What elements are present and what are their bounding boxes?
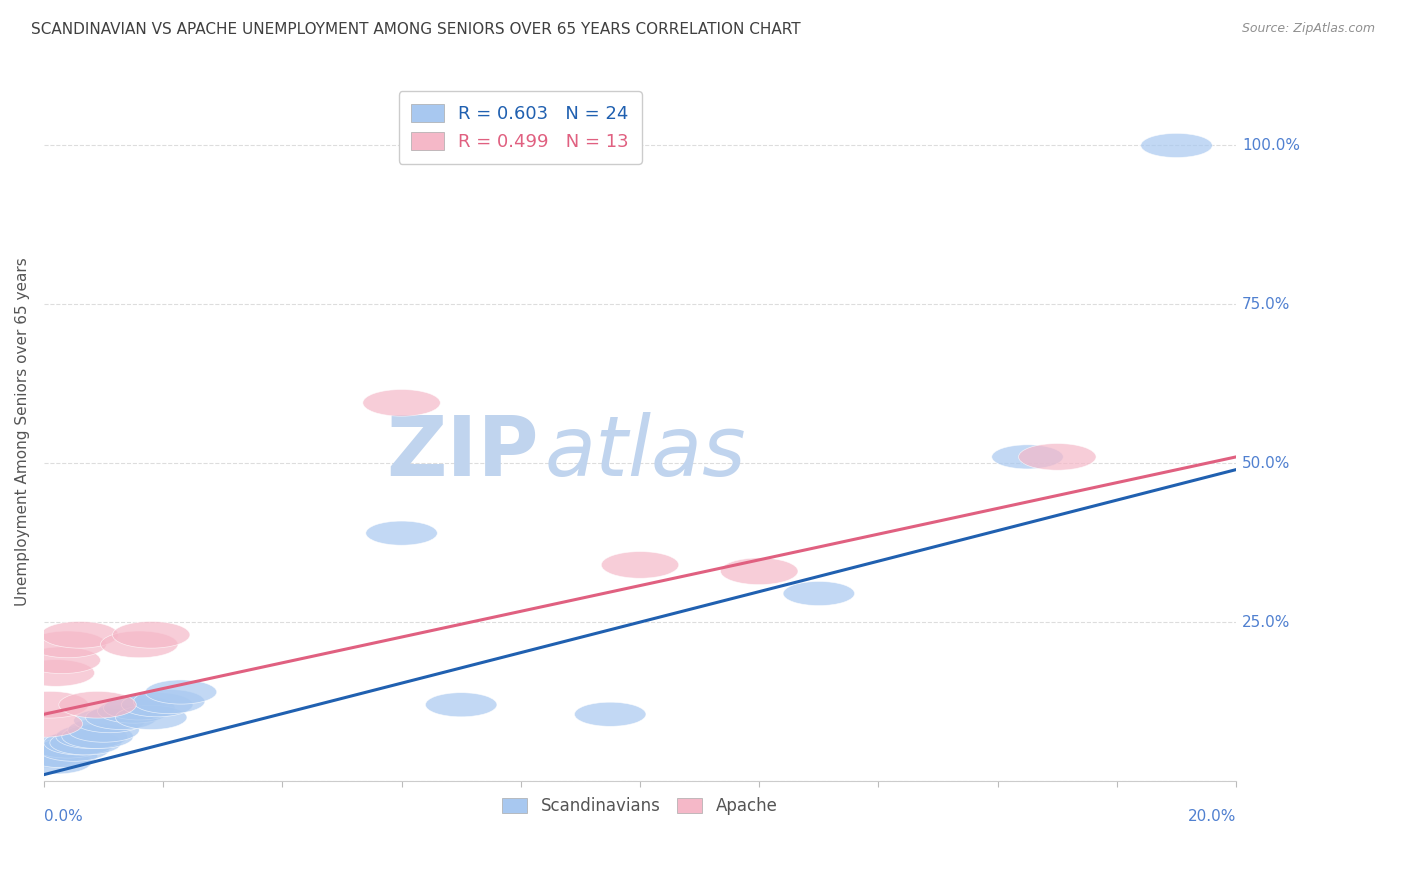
Ellipse shape [145, 680, 217, 704]
Ellipse shape [783, 582, 855, 606]
Text: 25.0%: 25.0% [1241, 615, 1291, 630]
Text: ZIP: ZIP [387, 412, 538, 493]
Ellipse shape [41, 622, 118, 648]
Ellipse shape [121, 693, 193, 717]
Ellipse shape [991, 445, 1063, 469]
Ellipse shape [22, 647, 100, 673]
Ellipse shape [6, 710, 83, 737]
Text: SCANDINAVIAN VS APACHE UNEMPLOYMENT AMONG SENIORS OVER 65 YEARS CORRELATION CHAR: SCANDINAVIAN VS APACHE UNEMPLOYMENT AMON… [31, 22, 800, 37]
Ellipse shape [11, 691, 89, 718]
Ellipse shape [112, 622, 190, 648]
Text: 75.0%: 75.0% [1241, 297, 1291, 312]
Text: atlas: atlas [544, 412, 747, 493]
Text: 20.0%: 20.0% [1188, 809, 1236, 824]
Ellipse shape [1140, 134, 1212, 158]
Ellipse shape [602, 551, 679, 578]
Ellipse shape [30, 631, 107, 657]
Ellipse shape [49, 731, 121, 755]
Ellipse shape [25, 744, 97, 768]
Ellipse shape [575, 702, 645, 726]
Ellipse shape [44, 731, 115, 755]
Y-axis label: Unemployment Among Seniors over 65 years: Unemployment Among Seniors over 65 years [15, 257, 30, 606]
Ellipse shape [363, 390, 440, 417]
Text: 50.0%: 50.0% [1241, 456, 1291, 471]
Text: 100.0%: 100.0% [1241, 138, 1301, 153]
Text: Source: ZipAtlas.com: Source: ZipAtlas.com [1241, 22, 1375, 36]
Ellipse shape [426, 693, 496, 717]
Ellipse shape [134, 690, 205, 714]
Ellipse shape [32, 734, 104, 758]
Ellipse shape [17, 659, 94, 686]
Ellipse shape [38, 737, 110, 761]
Ellipse shape [8, 744, 80, 768]
Ellipse shape [115, 706, 187, 730]
Ellipse shape [720, 558, 799, 584]
Ellipse shape [56, 724, 128, 748]
Ellipse shape [59, 691, 136, 718]
Ellipse shape [86, 706, 157, 730]
Ellipse shape [20, 750, 91, 774]
Ellipse shape [104, 696, 174, 720]
Legend: Scandinavians, Apache: Scandinavians, Apache [496, 790, 785, 822]
Ellipse shape [73, 708, 145, 732]
Text: 0.0%: 0.0% [44, 809, 83, 824]
Ellipse shape [100, 631, 179, 657]
Ellipse shape [366, 521, 437, 545]
Ellipse shape [62, 724, 134, 748]
Ellipse shape [67, 718, 139, 742]
Ellipse shape [1018, 443, 1097, 470]
Ellipse shape [97, 699, 169, 723]
